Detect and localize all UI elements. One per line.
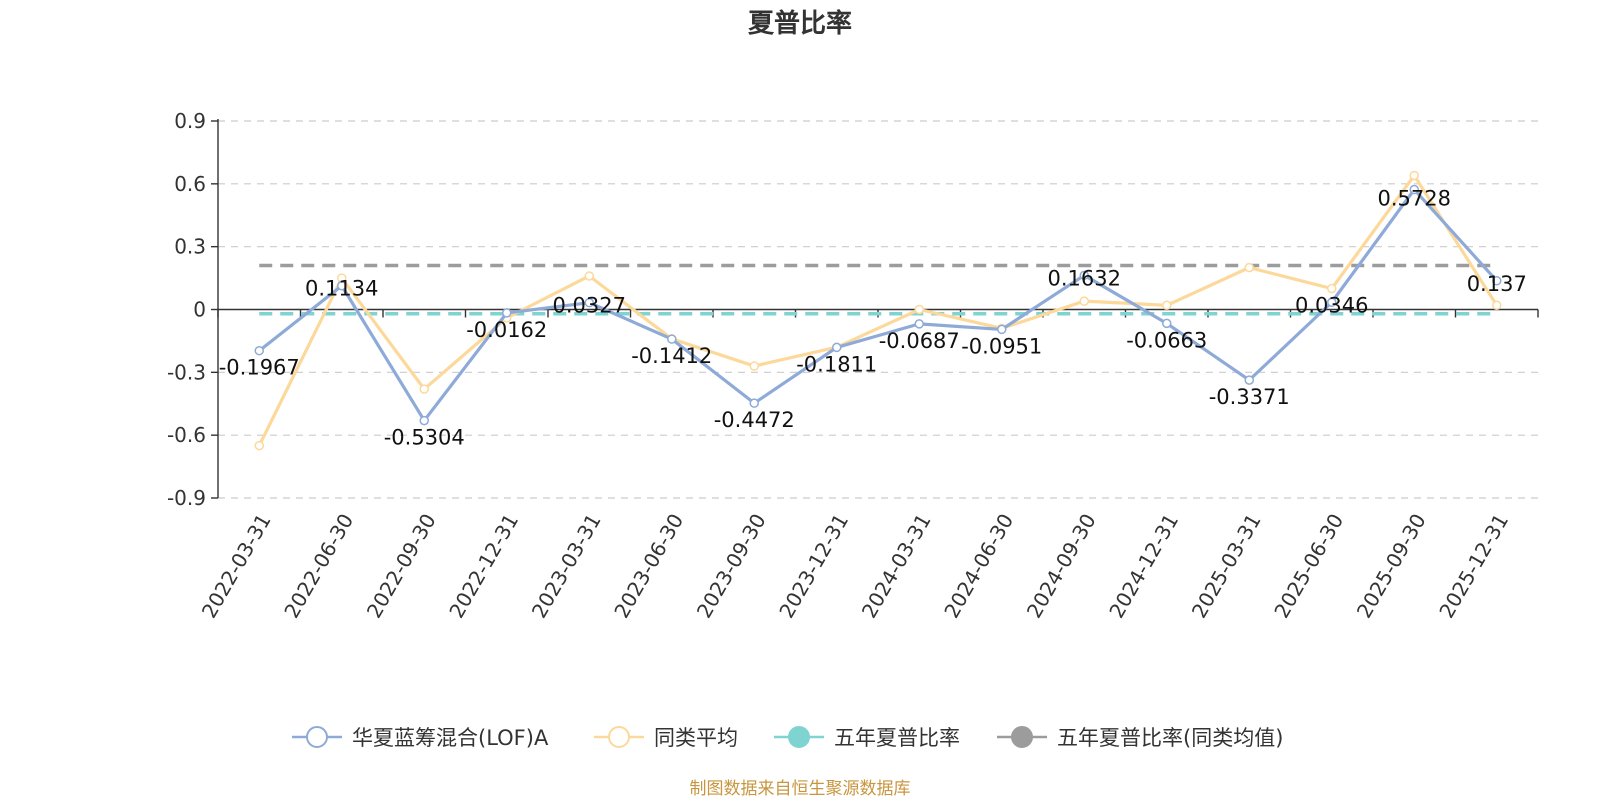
series-line	[257, 173, 1499, 447]
x-tick-label: 2022-12-31	[444, 510, 523, 623]
legend-label: 五年夏普比率(同类均值)	[1057, 726, 1283, 750]
data-point	[997, 324, 1007, 335]
data-point	[914, 319, 924, 329]
series-line	[258, 187, 1498, 423]
legend-marker-icon	[788, 726, 810, 748]
y-axis: 0.9 0.6 0.3 0 -0.3 -0.6 -0.9	[167, 109, 219, 510]
data-point	[667, 334, 677, 344]
data-point	[1492, 276, 1502, 286]
legend-item[interactable]: 五年夏普比率(同类均值)	[997, 726, 1283, 750]
data-point	[1244, 262, 1254, 273]
x-tick-label: 2023-06-30	[609, 510, 688, 623]
x-tick-label: 2023-09-30	[692, 510, 771, 623]
data-point	[337, 280, 347, 291]
legend-label: 华夏蓝筹混合(LOF)A	[352, 726, 549, 750]
legend-marker-icon	[608, 726, 630, 748]
y-tick-label: 0.3	[174, 235, 206, 259]
data-point	[1409, 170, 1419, 181]
y-tick-label: 0.6	[174, 172, 206, 196]
legend-label: 同类平均	[654, 726, 738, 750]
footer-source: 制图数据来自恒生聚源数据库	[690, 779, 911, 799]
data-point	[1162, 300, 1172, 311]
data-label: 0.5728	[1378, 187, 1451, 211]
x-tick-label: 2024-03-31	[857, 510, 936, 623]
data-label: -0.0951	[961, 334, 1042, 358]
data-point	[584, 297, 594, 308]
x-tick-label: 2025-03-31	[1187, 510, 1266, 623]
x-tick-label: 2025-09-30	[1352, 510, 1431, 623]
legend[interactable]: 华夏蓝筹混合(LOF)A 同类平均 五年夏普比率 五年夏普比率(同类均值)	[292, 726, 1283, 750]
data-point	[1244, 375, 1254, 385]
data-point	[1409, 184, 1419, 195]
x-tick-label: 2022-09-30	[362, 510, 441, 623]
legend-item[interactable]: 华夏蓝筹混合(LOF)A	[292, 726, 549, 750]
data-label: -0.0687	[879, 329, 960, 353]
data-point	[1327, 283, 1337, 294]
data-label: -0.4472	[714, 408, 795, 432]
data-point	[254, 345, 264, 356]
x-tick-label: 2024-06-30	[939, 510, 1018, 623]
x-tick-label: 2025-12-31	[1434, 510, 1513, 623]
data-label: -0.1811	[796, 352, 877, 376]
data-label: 0.1632	[1048, 266, 1121, 290]
x-tick-label: 2025-06-30	[1269, 510, 1348, 623]
data-label: 0.137	[1467, 272, 1527, 296]
x-tick-label: 2023-12-31	[774, 510, 853, 623]
x-tick-label: 2024-09-30	[1022, 510, 1101, 623]
data-point	[749, 361, 759, 371]
data-label: -0.1412	[631, 344, 712, 368]
legend-label: 五年夏普比率	[834, 726, 960, 750]
data-point	[1079, 296, 1089, 306]
reference-lines	[259, 263, 1497, 316]
data-label: 0.0346	[1295, 293, 1368, 317]
chart-title: 夏普比率	[748, 8, 852, 39]
data-label: 0.1134	[305, 277, 378, 301]
data-label: -0.1967	[219, 356, 300, 380]
data-point	[1492, 300, 1502, 311]
data-point	[1327, 297, 1337, 308]
data-point	[832, 342, 842, 353]
data-point	[419, 415, 429, 426]
data-label: -0.3371	[1209, 385, 1290, 409]
data-point	[914, 304, 924, 315]
data-label: -0.0663	[1126, 328, 1207, 352]
data-point	[1162, 318, 1172, 329]
data-label: 0.0327	[553, 294, 626, 318]
data-point	[419, 384, 429, 394]
data-point	[502, 308, 512, 318]
legend-marker-icon	[1011, 726, 1033, 748]
x-tick-label: 2023-03-31	[527, 510, 606, 623]
y-tick-label: 0.9	[174, 109, 206, 133]
legend-item[interactable]: 同类平均	[594, 726, 738, 750]
x-tick-label: 2024-12-31	[1104, 510, 1183, 623]
x-tick-label: 2022-03-31	[197, 510, 276, 623]
y-tick-label: -0.9	[167, 486, 206, 510]
data-label: -0.5304	[384, 426, 465, 450]
data-point	[254, 440, 264, 451]
x-tick-label: 2022-06-30	[279, 510, 358, 623]
y-tick-label: 0	[193, 298, 206, 322]
y-tick-label: -0.6	[167, 423, 206, 447]
data-label: -0.0162	[466, 318, 547, 342]
legend-item[interactable]: 五年夏普比率	[774, 726, 960, 750]
data-point	[584, 271, 594, 281]
y-tick-label: -0.3	[167, 360, 206, 384]
legend-marker-icon	[306, 726, 328, 748]
data-point	[749, 398, 759, 408]
data-point	[1079, 270, 1089, 281]
series-lines	[254, 170, 1502, 451]
